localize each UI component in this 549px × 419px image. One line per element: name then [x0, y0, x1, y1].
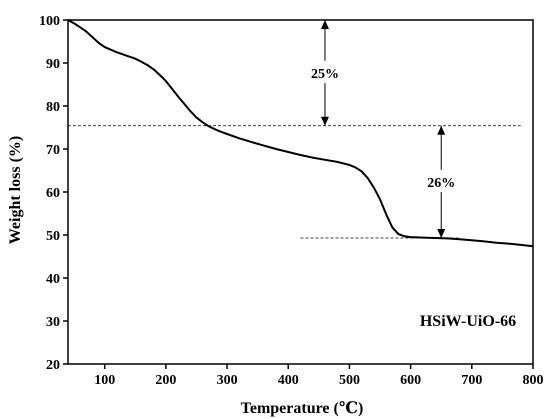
loss-25-label: 25%	[311, 67, 339, 82]
y-tick-label: 80	[46, 100, 60, 115]
reference-lines	[68, 19, 521, 239]
x-tick-label: 100	[94, 373, 115, 388]
y-tick-label: 30	[46, 315, 60, 330]
y-axis-title: Weight loss (%)	[7, 136, 24, 244]
x-axis-title: Temperature (℃)	[241, 400, 364, 417]
x-tick-label: 300	[217, 373, 238, 388]
x-tick-label: 700	[461, 373, 482, 388]
y-axis-ticks: 20 30 40 50 60 70 80 90 100	[39, 14, 68, 373]
weight-loss-curve	[67, 19, 534, 248]
loss-26-label: 26%	[427, 176, 455, 191]
y-tick-label: 60	[46, 186, 60, 201]
x-tick-label: 200	[155, 373, 176, 388]
x-tick-label: 500	[339, 373, 360, 388]
x-tick-label: 400	[278, 373, 299, 388]
loss-26-head-down	[437, 229, 446, 239]
loss-26-head-up	[437, 125, 446, 135]
y-tick-label: 20	[46, 358, 60, 373]
sample-label: HSiW-UiO-66	[420, 313, 516, 330]
loss-25-head-down	[320, 116, 329, 126]
y-tick-label: 70	[46, 143, 60, 158]
x-tick-label: 800	[523, 373, 544, 388]
annotation-arrows: 25% 26%	[311, 20, 455, 239]
x-axis-ticks: 100 200 300 400 500 600 700 800	[94, 364, 544, 388]
y-tick-label: 50	[46, 229, 60, 244]
x-tick-label: 600	[400, 373, 421, 388]
y-tick-label: 90	[46, 57, 60, 72]
loss-25-head-up	[320, 20, 329, 29]
y-tick-label: 100	[39, 14, 60, 29]
y-tick-label: 40	[46, 272, 60, 287]
